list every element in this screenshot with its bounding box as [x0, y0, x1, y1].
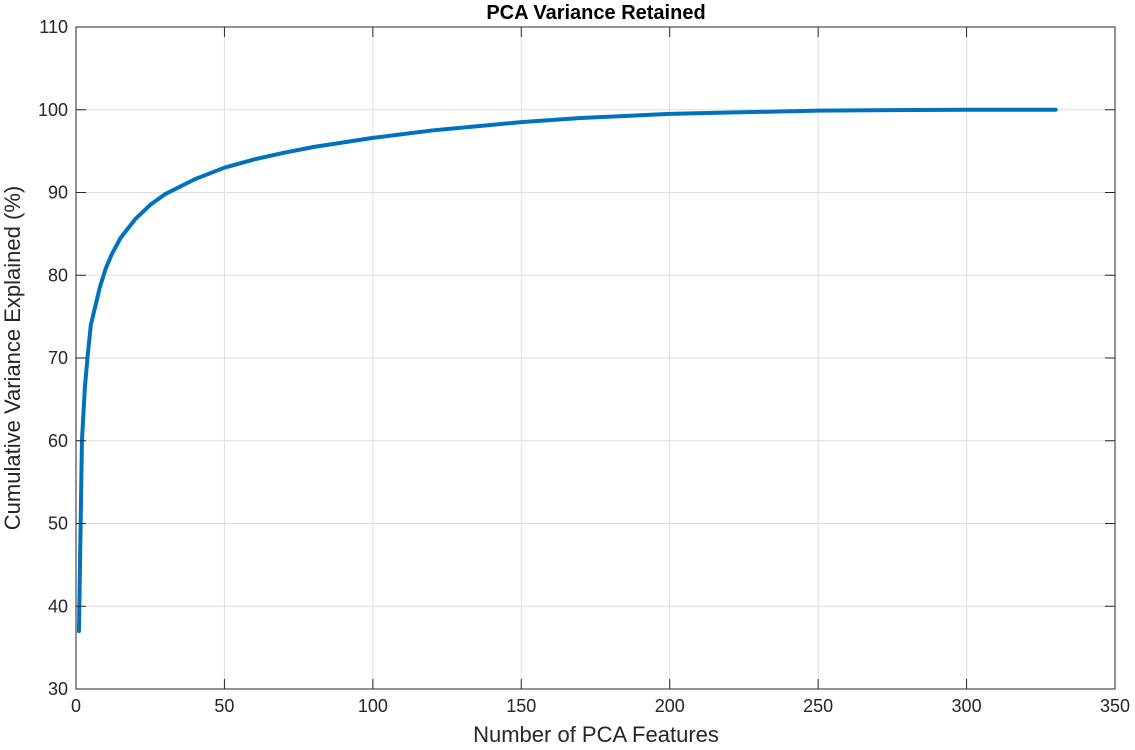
x-tick-label: 0: [71, 696, 81, 716]
x-tick-label: 250: [803, 696, 833, 716]
variance-curve-line: [76, 107, 1058, 634]
y-tick-label: 50: [48, 514, 68, 534]
x-axis-label: Number of PCA Features: [473, 722, 719, 745]
y-tick-label: 100: [38, 100, 68, 120]
y-tick-label: 110: [39, 17, 68, 37]
x-tick-label: 350: [1100, 696, 1130, 716]
chart-title: PCA Variance Retained: [486, 2, 705, 24]
y-tick-label: 80: [48, 265, 68, 285]
x-tick-label: 300: [952, 696, 982, 716]
y-tick-label: 60: [48, 431, 68, 451]
axis-ticks: 0 50 100 150 200 250 300 350 30 40 50 60 70 80 90 100 11…: [38, 17, 1130, 716]
x-tick-label: 150: [506, 696, 536, 716]
x-tick-label: 200: [655, 696, 685, 716]
grid-lines: [75, 26, 1116, 690]
y-tick-label: 90: [48, 183, 68, 203]
x-tick-label: 50: [214, 696, 234, 716]
y-axis-label: Cumulative Variance Explained (%): [0, 186, 25, 530]
y-tick-label: 30: [48, 679, 68, 699]
y-tick-label: 70: [48, 348, 68, 368]
y-tick-label: 40: [48, 596, 68, 616]
plot-area: [76, 107, 1058, 634]
x-tick-label: 100: [358, 696, 388, 716]
